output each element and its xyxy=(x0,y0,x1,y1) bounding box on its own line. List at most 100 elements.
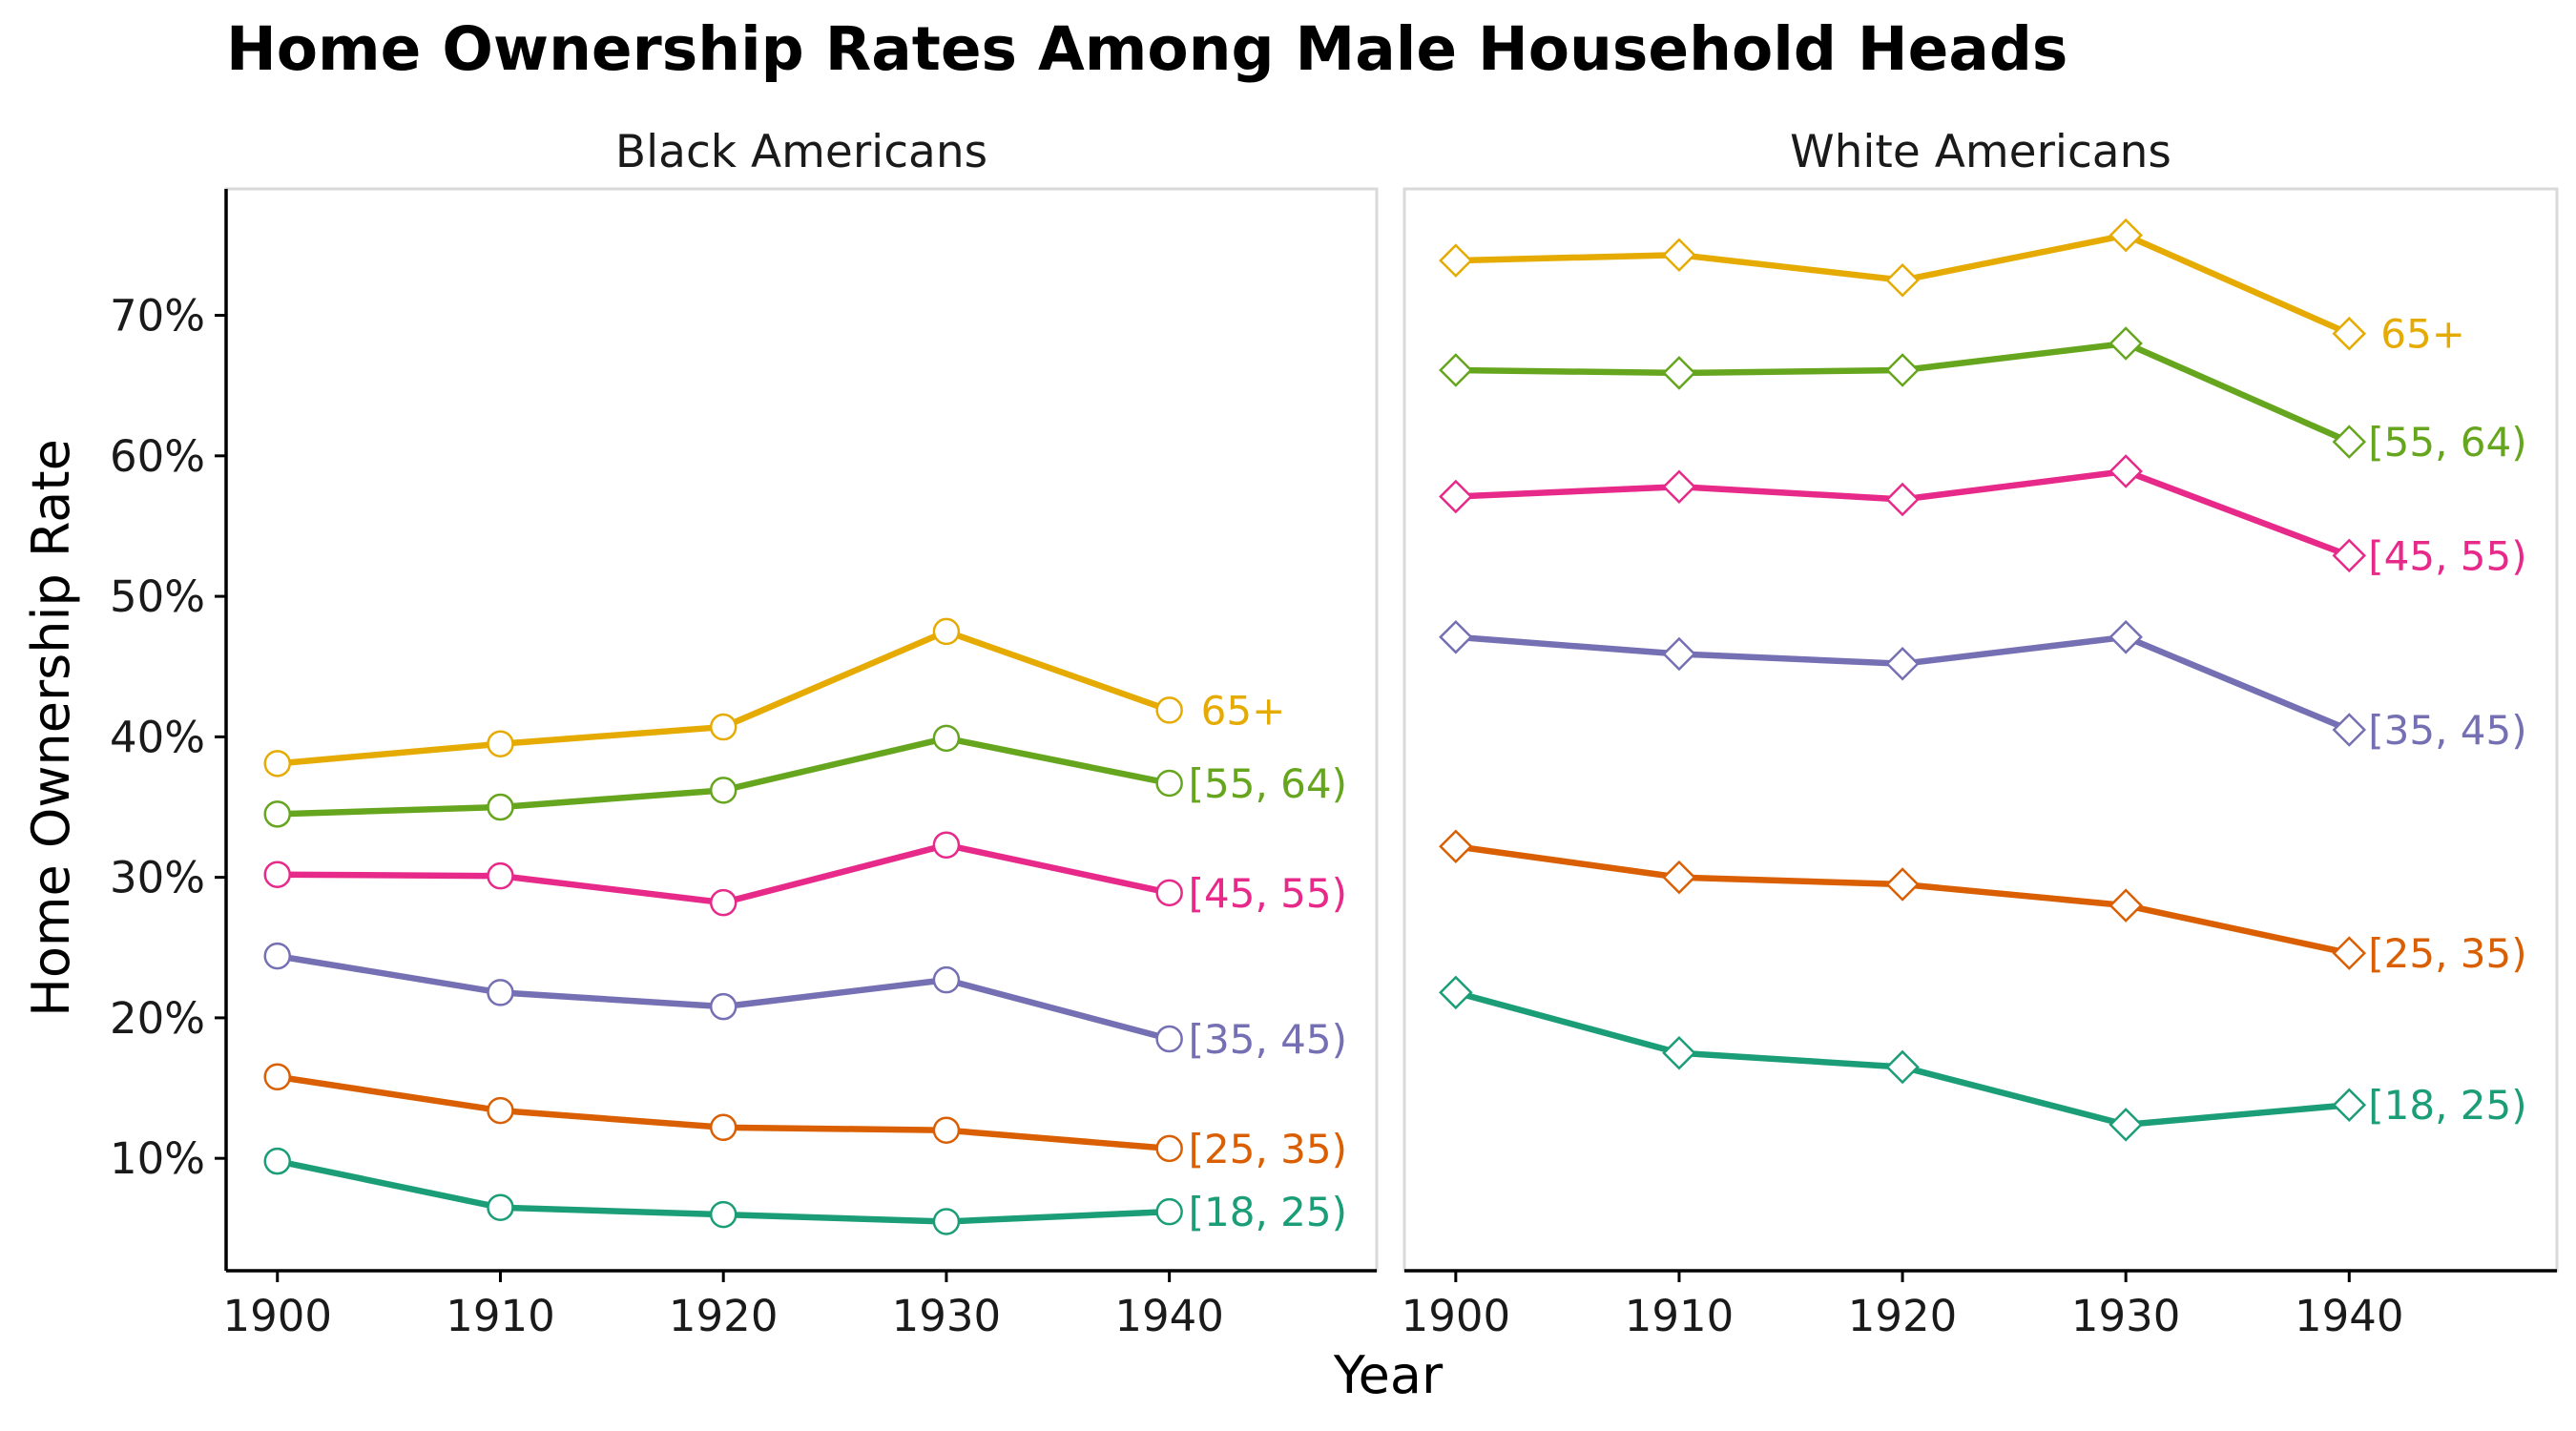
x-tick-label: 1940 xyxy=(2295,1291,2404,1341)
x-axis-label: Year xyxy=(1333,1345,1444,1405)
data-point xyxy=(932,724,961,753)
y-tick-label: 10% xyxy=(110,1133,205,1184)
series-65: 65+ xyxy=(1439,218,2465,358)
data-point xyxy=(2332,316,2367,351)
data-point xyxy=(1885,262,1920,298)
y-tick-label: 70% xyxy=(110,291,205,342)
series-55-64: [55, 64) xyxy=(1439,326,2527,466)
x-tick-label: 1930 xyxy=(2071,1291,2181,1341)
data-point xyxy=(487,730,514,757)
y-tick-label: 50% xyxy=(110,571,205,622)
panel-2: White Americans 1900 1910 1920 1930 1940 [18, … xyxy=(1402,126,2559,1341)
data-point xyxy=(1439,479,1473,514)
series-end-label: 65+ xyxy=(2380,311,2465,358)
data-point xyxy=(709,992,737,1021)
data-point xyxy=(2332,425,2367,459)
data-point xyxy=(2332,936,2367,970)
y-tick-label: 40% xyxy=(110,712,205,762)
data-point xyxy=(709,1200,737,1229)
data-point xyxy=(1155,696,1183,724)
data-point xyxy=(2109,454,2143,488)
data-point xyxy=(263,861,292,888)
panel-1: Black Americans 10% 20% 30% 40% 50% 60% 70% 1900… xyxy=(110,126,1379,1341)
data-point xyxy=(709,777,737,804)
chart-title: Home Ownership Rates Among Male Househol… xyxy=(226,14,2067,84)
data-point xyxy=(1885,482,1920,517)
data-point xyxy=(1662,469,1696,504)
data-point xyxy=(2109,888,2143,923)
data-point xyxy=(932,1208,961,1235)
data-point xyxy=(1662,860,1696,895)
series-end-label: [35, 45) xyxy=(2368,707,2526,754)
data-point xyxy=(1885,1049,1920,1085)
data-point xyxy=(1155,879,1183,907)
series-35-45: [35, 45) xyxy=(1439,620,2527,754)
data-point xyxy=(2332,713,2367,747)
series-25-35: [25, 35) xyxy=(263,1063,1347,1172)
series-end-label: [35, 45) xyxy=(1189,1016,1347,1063)
y-tick-label: 60% xyxy=(110,431,205,482)
series-end-label: [25, 35) xyxy=(2368,930,2526,977)
data-point xyxy=(487,793,514,821)
data-point xyxy=(1662,1035,1696,1070)
x-tick-label: 1900 xyxy=(222,1291,332,1341)
data-point xyxy=(2109,218,2143,253)
series-25-35: [25, 35) xyxy=(1439,829,2527,977)
x-tick-label: 1910 xyxy=(446,1291,555,1341)
panel-strip-label: Black Americans xyxy=(615,126,987,178)
data-point xyxy=(1439,243,1473,278)
x-tick-label: 1910 xyxy=(1625,1291,1735,1341)
data-point xyxy=(263,800,292,828)
x-tick-label: 1900 xyxy=(1402,1291,1511,1341)
x-tick-label: 1940 xyxy=(1114,1291,1224,1341)
data-point xyxy=(1155,1025,1183,1053)
data-point xyxy=(487,1096,514,1125)
data-point xyxy=(709,713,737,741)
data-point xyxy=(263,1147,292,1175)
series-55-64: [55, 64) xyxy=(263,724,1347,828)
data-point xyxy=(263,750,292,778)
data-point xyxy=(1155,1134,1183,1163)
series-end-label: [55, 64) xyxy=(1189,760,1347,807)
data-point xyxy=(1439,975,1473,1010)
data-point xyxy=(932,831,961,860)
data-point xyxy=(1155,1197,1183,1226)
data-point xyxy=(1662,636,1696,672)
data-point xyxy=(263,1063,292,1091)
series-end-label: [45, 55) xyxy=(2368,532,2526,579)
data-point xyxy=(932,617,961,646)
series-end-label: [55, 64) xyxy=(2368,419,2526,466)
data-point xyxy=(2332,538,2367,573)
data-point xyxy=(709,888,737,917)
data-point xyxy=(487,979,514,1006)
data-point xyxy=(487,1193,514,1221)
series-line xyxy=(274,628,1173,767)
data-point xyxy=(1885,353,1920,387)
data-point xyxy=(1662,356,1696,390)
data-point xyxy=(2109,1108,2143,1142)
series-35-45: [35, 45) xyxy=(263,942,1347,1063)
series-18-25: [18, 25) xyxy=(1439,975,2527,1142)
data-point xyxy=(487,861,514,890)
data-point xyxy=(263,942,292,970)
data-point xyxy=(1439,829,1473,864)
series-end-label: [18, 25) xyxy=(1189,1189,1347,1235)
data-point xyxy=(1439,353,1473,387)
series-end-label: [45, 55) xyxy=(1189,870,1347,917)
series-end-label: [18, 25) xyxy=(2368,1082,2526,1129)
x-tick-label: 1920 xyxy=(669,1291,779,1341)
series-45-55: [45, 55) xyxy=(263,831,1347,917)
x-tick-label: 1920 xyxy=(1848,1291,1958,1341)
series-end-label: [25, 35) xyxy=(1189,1126,1347,1172)
data-point xyxy=(1155,769,1183,798)
y-axis-label: Home Ownership Rate xyxy=(21,439,81,1017)
panel-strip-label: White Americans xyxy=(1790,126,2171,178)
y-tick-label: 30% xyxy=(110,853,205,903)
data-point xyxy=(1885,647,1920,681)
data-point xyxy=(2332,1088,2367,1122)
data-point xyxy=(932,1116,961,1144)
y-tick-label: 20% xyxy=(110,993,205,1044)
data-point xyxy=(2109,326,2143,361)
chart-panels: Black Americans 10% 20% 30% 40% 50% 60% 70% 1900… xyxy=(110,126,2559,1341)
